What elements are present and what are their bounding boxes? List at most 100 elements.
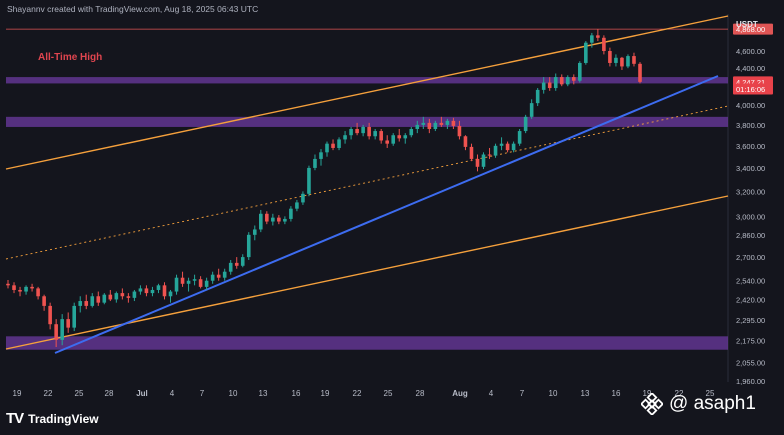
candle-body [180,277,185,284]
candle-body [186,280,191,284]
candle-body [102,294,107,303]
candle-body [18,289,22,292]
y-tick-label: 4,400.00 [736,64,765,73]
candle-body [36,288,40,297]
price-badge-label-ath: 4,868.00 [736,25,765,34]
x-tick-label: 25 [384,389,393,398]
candle-body [54,324,58,340]
candle-body [367,126,371,137]
price-badge-label-countdown: 01:16:06 [736,85,765,94]
candle-body [535,89,540,104]
candle-body [234,262,239,266]
candle-body [66,319,70,328]
candle-body [132,291,137,298]
x-tick-label: 10 [229,389,238,398]
candle-body [427,122,432,129]
currency-label[interactable]: USDT [736,20,758,29]
candle-body [584,42,588,63]
candle-body [493,145,498,156]
candle-body [505,143,510,151]
candle-body [319,152,323,159]
candle-body [120,293,125,297]
candle-body [240,257,245,266]
candle-body [265,213,269,222]
x-tick-label: 22 [44,389,53,398]
candle-body [84,301,89,306]
candle-body [620,57,624,67]
candle-body [487,154,492,156]
price-badge-label-last: 4,247.21 [736,78,765,87]
candle-body [162,285,167,297]
candle-body [499,143,504,146]
candle-body [277,217,281,222]
candle-body [90,296,95,306]
x-tick-label: 28 [416,389,425,398]
y-tick-label: 3,000.00 [736,212,765,221]
candle-body [283,218,287,222]
candle-body [379,131,383,141]
tradingview-icon: TV [6,410,24,427]
candle-body [30,286,34,289]
x-tick-label: 7 [200,389,205,398]
candle-body [72,305,77,328]
x-tick-label: 13 [581,389,590,398]
y-tick-label: 3,600.00 [736,142,765,151]
candle-body [638,63,642,82]
candle-body [289,208,293,219]
candle-body [156,285,161,290]
tradingview-wordmark: TradingView [28,411,99,426]
candle-body [259,213,263,230]
candle-body [553,77,558,89]
candle-body [421,122,426,125]
watermark-handle: @ asaph1 [669,393,756,414]
x-tick-label: 7 [520,389,525,398]
y-tick-label: 4,600.00 [736,47,765,56]
x-tick-label: 25 [75,389,84,398]
candle-body [608,51,612,63]
chart-caption: Shayannv created with TradingView.com, A… [7,4,259,14]
candle-body [114,293,119,300]
y-tick-label: 2,860.00 [736,231,765,240]
y-tick-label: 3,400.00 [736,164,765,173]
candle-body [511,143,516,151]
y-tick-label: 2,420.00 [736,295,765,304]
candle-body [108,294,113,300]
candle-body [565,77,570,85]
candle-body [457,125,462,137]
x-tick-label: Jul [136,389,148,398]
candle-body [547,82,552,89]
candle-body [252,229,257,235]
candle-body [313,158,317,168]
candle-body [361,126,365,134]
channel-lower-line [5,195,729,350]
candle-body [144,288,149,294]
x-tick-label: 22 [353,389,362,398]
binance-icon [641,393,663,415]
candle-body [397,135,402,139]
candle-body [228,262,233,272]
candle-body [445,120,450,125]
x-tick-label: 22 [675,389,684,398]
zone-middle-support [6,116,728,127]
candle-body [301,193,305,203]
candle-body [295,202,299,209]
y-tick-label: 3,200.00 [736,187,765,196]
y-tick-label: 1,960.00 [736,377,765,386]
candle-body [559,77,564,85]
x-tick-label: 25 [706,389,715,398]
candle-body [96,296,101,303]
x-tick-label: 19 [321,389,330,398]
candle-body [349,128,353,136]
x-tick-label: 19 [13,389,22,398]
y-tick-label: 4,000.00 [736,101,765,110]
x-tick-label: 19 [643,389,652,398]
zone-upper-resistance [6,77,728,84]
candle-body [439,122,444,125]
candle-body [168,291,173,297]
candle-body [403,135,408,139]
candle-body [571,77,576,81]
candle-body [517,131,522,144]
x-tick-label: 10 [549,389,558,398]
candle-body [198,279,203,287]
